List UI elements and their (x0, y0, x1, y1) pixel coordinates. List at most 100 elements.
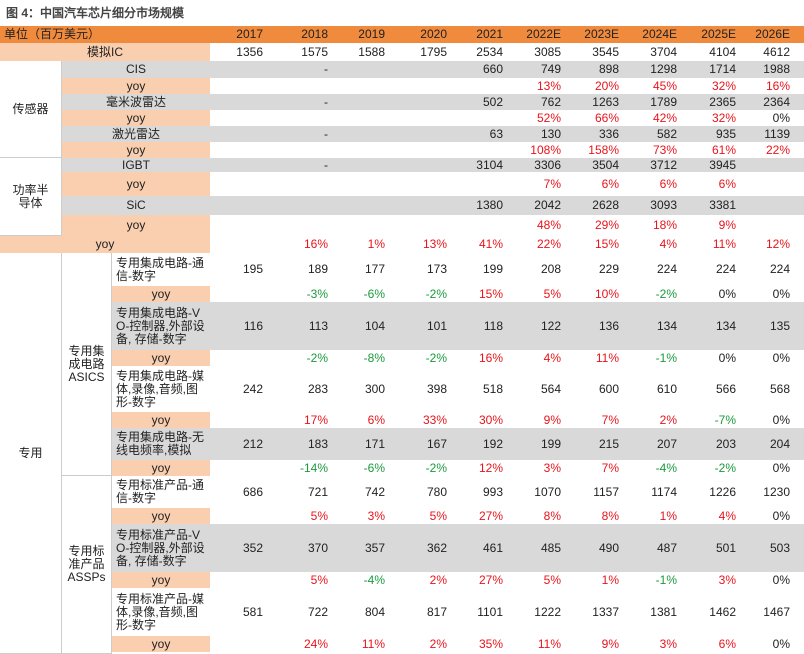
cell-value: 1714 (709, 62, 736, 76)
group-label: 传感器 (0, 61, 62, 158)
row-band (62, 126, 804, 142)
cell-value: 11% (537, 636, 561, 651)
cell-value: 134 (656, 318, 677, 333)
cell-value: 3% (718, 572, 736, 587)
cell-value: 0% (718, 286, 736, 301)
cell-value: 208 (540, 262, 561, 276)
cell-value: 993 (482, 484, 503, 499)
cell-value: 3545 (592, 44, 619, 59)
row-label: yoy (62, 172, 210, 196)
cell-value: 33% (422, 412, 447, 427)
cell-value: 6% (367, 412, 385, 427)
row-label: 专用集成电路-无线电频率,模拟 (116, 430, 204, 457)
cell-value: 6% (659, 176, 677, 191)
cell-value: 0% (772, 110, 790, 125)
row-label: yoy (62, 78, 210, 94)
cell-value: 108% (530, 142, 561, 157)
cell-value: 518 (482, 381, 503, 396)
cell-value: 113 (308, 318, 328, 333)
cell-value: -2% (425, 286, 447, 301)
cell-value: 568 (769, 381, 790, 396)
cell-value: 1139 (764, 126, 790, 141)
cell-value: 207 (656, 436, 677, 451)
cell-value: 370 (307, 540, 328, 555)
cell-value: -3% (306, 286, 328, 301)
cell-value: -1% (655, 350, 677, 365)
row-label: yoy (0, 236, 210, 253)
cell-value: 52% (536, 110, 561, 125)
cell-value: 3104 (476, 157, 503, 172)
cell-value: 3% (543, 460, 561, 475)
row-band (112, 524, 804, 572)
cell-value: 566 (715, 381, 736, 396)
cell-value: -4% (363, 572, 385, 587)
row-label: 专用集成电路-媒体,录像,音频,图形-数字 (116, 368, 204, 409)
cell-value: 167 (426, 436, 447, 451)
cell-value: 27% (478, 508, 503, 523)
year-header: 2026E (755, 27, 790, 41)
subgroup-label: 专用标准产品ASSPs (62, 476, 112, 654)
cell-value: 804 (364, 604, 385, 619)
cell-value: 5% (310, 508, 328, 523)
row-label: yoy (112, 350, 210, 366)
cell-value: 130 (540, 126, 561, 141)
cell-value: 503 (769, 540, 790, 555)
cell-value: 3712 (650, 157, 677, 172)
cell-value: 116 (243, 318, 263, 333)
cell-value: 3% (367, 508, 385, 523)
cell-value: 0% (772, 460, 790, 475)
cell-value: 610 (656, 381, 677, 396)
cell-value: 18% (652, 218, 677, 232)
cell-value: - (324, 62, 328, 76)
cell-value: 2534 (476, 44, 503, 59)
cell-value: 9% (601, 636, 619, 651)
cell-value: 11% (712, 237, 736, 251)
row-label: 专用标准产品-媒体,录像,音频,图形-数字 (116, 591, 204, 632)
year-header: 2021 (476, 27, 503, 41)
row-label: yoy (112, 572, 210, 588)
cell-value: 1988 (763, 62, 790, 76)
cell-value: 177 (364, 262, 385, 276)
row-label: IGBT (121, 157, 150, 172)
cell-value: 1% (659, 508, 677, 523)
cell-value: 12% (478, 460, 503, 475)
cell-value: 199 (482, 262, 503, 276)
cell-value: 0% (772, 286, 790, 301)
cell-value: 224 (769, 262, 790, 276)
row-label: 激光雷达 (111, 126, 160, 141)
cell-value: 1381 (650, 604, 677, 619)
row-label: yoy (112, 286, 210, 302)
cell-value: 1226 (709, 484, 736, 499)
cell-value: 11% (595, 350, 619, 365)
cell-value: 2042 (534, 198, 561, 212)
cell-value: 686 (242, 484, 263, 499)
group-label-text: 传感器 (12, 101, 49, 116)
cell-value: 16% (303, 237, 328, 251)
cell-value: 1789 (650, 94, 677, 109)
cell-value: 2365 (709, 94, 736, 109)
figure-title: 图 4：中国汽车芯片细分市场规模 (6, 5, 185, 20)
group-label: 功率半导体 (0, 158, 62, 236)
cell-value: 1% (601, 572, 619, 587)
cell-value: 502 (482, 94, 503, 109)
cell-value: 2% (429, 636, 447, 651)
cell-value: -2% (306, 350, 328, 365)
cell-value: 3381 (709, 198, 736, 212)
cell-value: 722 (307, 604, 328, 619)
cell-value: 5% (543, 286, 561, 301)
row-label: 模拟IC (0, 43, 210, 61)
cell-value: 17% (303, 412, 328, 427)
cell-value: 1174 (651, 484, 677, 499)
year-header: 2023E (584, 27, 619, 41)
year-header: 2024E (642, 27, 677, 41)
cell-value: 0% (772, 636, 790, 651)
cell-value: 398 (426, 381, 447, 396)
cell-value: 11% (361, 636, 385, 651)
row-label: 毫米波雷达 (105, 94, 166, 109)
row-label: 专用集成电路-VO-控制器,外部设备, 存储-数字 (116, 305, 205, 346)
year-header: 2019 (358, 27, 385, 41)
cell-value: 6% (718, 176, 736, 191)
cell-value: 1101 (477, 604, 503, 619)
cell-value: 61% (711, 142, 736, 157)
